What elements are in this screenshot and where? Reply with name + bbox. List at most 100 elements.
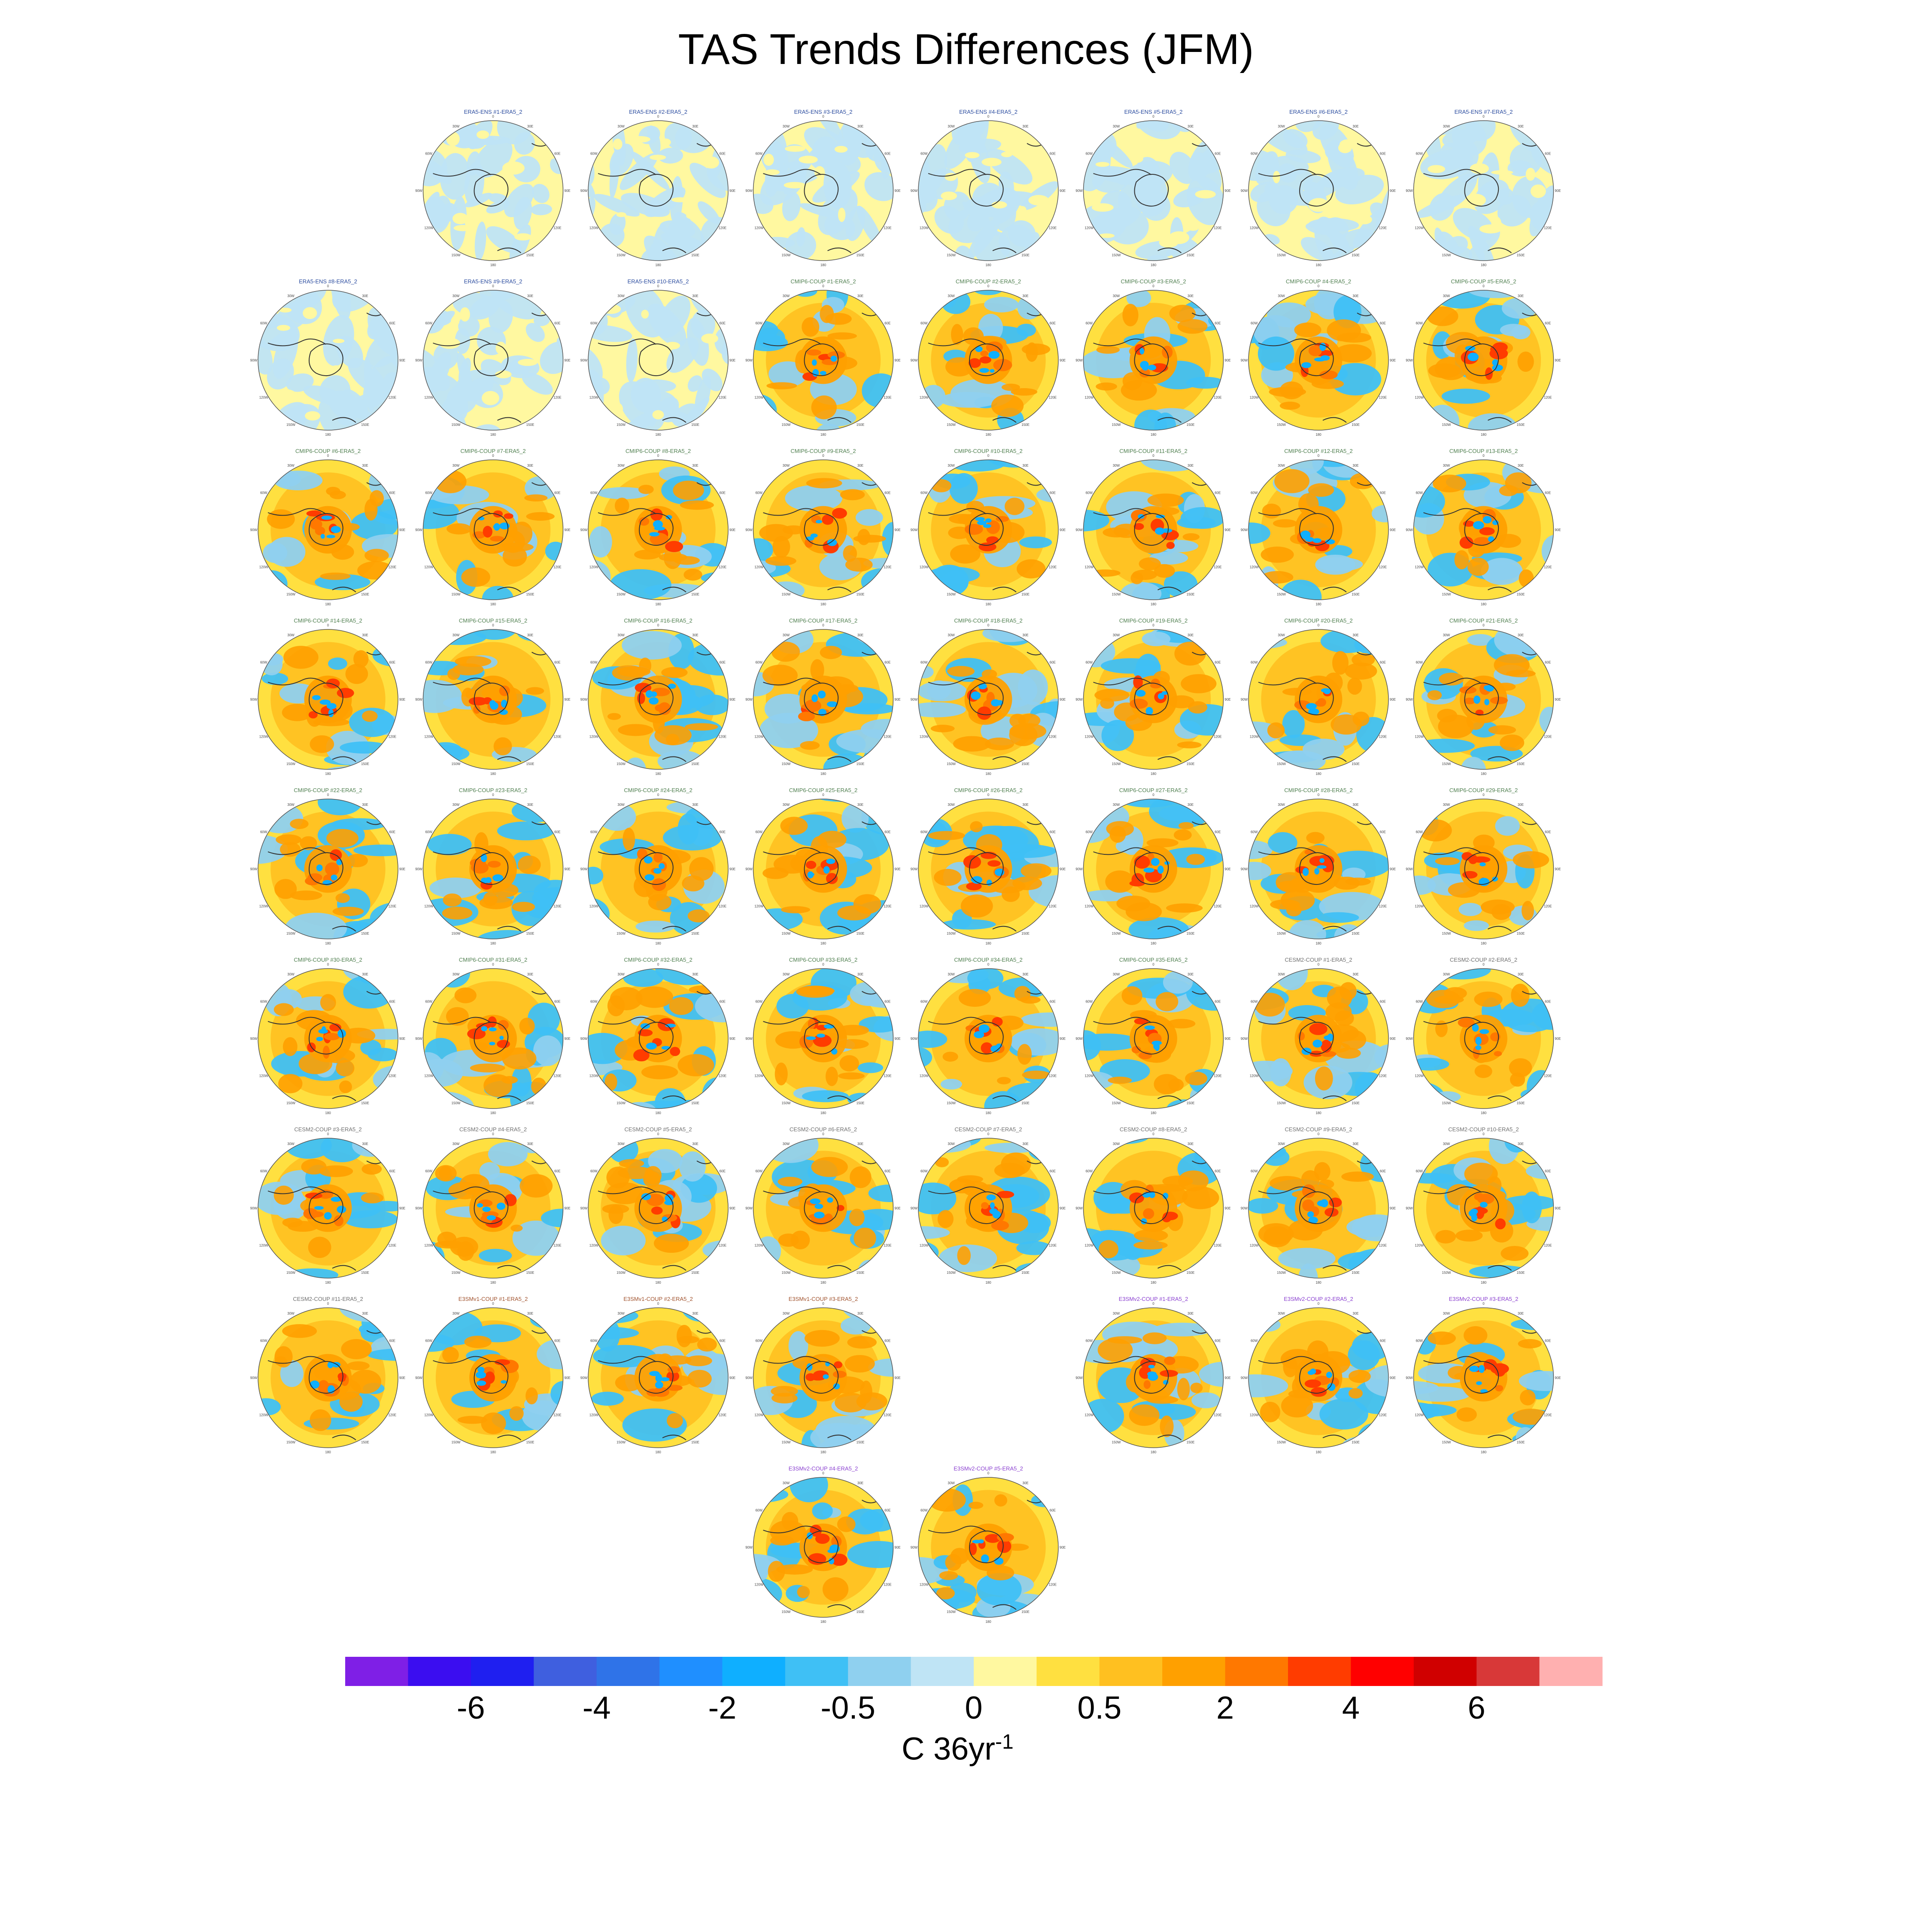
map-tick-label: 60W xyxy=(260,491,267,495)
map-tick-label: 90W xyxy=(1406,1206,1413,1210)
map-tick-label: 60E xyxy=(720,152,726,156)
map-tick-label: 60W xyxy=(260,661,267,665)
map-tick-label: 60E xyxy=(1380,1000,1386,1004)
map-tick-label: 0 xyxy=(1318,963,1320,966)
map-tick-label: 120W xyxy=(259,905,268,908)
map-tick-label: 60W xyxy=(920,830,928,834)
map-tick-label: 120W xyxy=(1415,735,1424,739)
map-tick-label: 60E xyxy=(1050,1000,1056,1004)
map-tick-label: 90E xyxy=(399,1206,405,1210)
map-tick-label: 150W xyxy=(617,1101,626,1105)
map-tick-label: 90W xyxy=(415,1376,422,1380)
map-tick-label: 30E xyxy=(692,972,698,976)
map-tick-label: 60E xyxy=(1215,661,1221,665)
map-tick-label: 30E xyxy=(1022,125,1028,128)
panel-title-era5-ens-3-era5-2: ERA5-ENS #3-ERA5_2 xyxy=(794,109,853,115)
map-tick-label: 120E xyxy=(884,735,892,739)
panel-title-cmip6-coup-12-era5-2: CMIP6-COUP #12-ERA5_2 xyxy=(1284,448,1353,454)
map-tick-label: 120E xyxy=(1048,735,1057,739)
map-tick-label: 0 xyxy=(1318,623,1320,627)
map-tick-label: 90E xyxy=(894,1037,900,1041)
map-tick-label: 60E xyxy=(1380,830,1386,834)
panel-title-era5-ens-1-era5-2: ERA5-ENS #1-ERA5_2 xyxy=(464,109,522,115)
map-tick-label: 150E xyxy=(361,592,369,596)
map-tick-label: 150W xyxy=(1442,423,1451,427)
map-panel-era5-ens-3-era5-2: 0 30E 60E 90E 120E 150E 180 150W 120W 90W 60W 30W xyxy=(745,115,900,267)
map-tick-label: 30W xyxy=(1443,464,1450,468)
map-tick-label: 60W xyxy=(755,1000,762,1004)
panel-title-cmip6-coup-19-era5-2: CMIP6-COUP #19-ERA5_2 xyxy=(1119,617,1188,624)
map-tick-label: 30E xyxy=(692,125,698,128)
map-tick-label: 60W xyxy=(590,661,598,665)
map-tick-label: 120W xyxy=(589,565,598,569)
map-tick-label: 30E xyxy=(857,1142,863,1146)
map-tick-label: 180 xyxy=(1315,1111,1321,1115)
map-tick-label: 150E xyxy=(1517,1440,1525,1444)
map-tick-label: 150W xyxy=(1277,253,1286,257)
map-tick-label: 90W xyxy=(1075,358,1083,362)
map-tick-label: 150W xyxy=(617,762,626,766)
map-tick-label: 180 xyxy=(1151,1111,1157,1115)
map-panel-cmip6-coup-27-era5-2: 0 30E 60E 90E 120E 150E 180 150W 120W 90W 60W 30W xyxy=(1075,793,1230,945)
map-tick-label: 30E xyxy=(1188,294,1194,298)
map-tick-label: 30W xyxy=(453,803,460,807)
panel-title-cesm2-coup-4-era5-2: CESM2-COUP #4-ERA5_2 xyxy=(459,1126,527,1133)
map-tick-label: 120W xyxy=(589,905,598,908)
map-tick-label: 120E xyxy=(1214,396,1222,400)
map-tick-label: 30W xyxy=(617,972,625,976)
map-tick-label: 150W xyxy=(1277,423,1286,427)
map-panel-cmip6-coup-21-era5-2: 0 30E 60E 90E 120E 150E 180 150W 120W 90W 60W 30W xyxy=(1406,623,1561,776)
map-tick-label: 150E xyxy=(691,1271,699,1275)
map-tick-label: 120E xyxy=(1048,1074,1057,1078)
map-tick-label: 90E xyxy=(1390,528,1396,532)
map-tick-label: 30W xyxy=(783,1142,790,1146)
map-panel-cmip6-coup-18-era5-2: 0 30E 60E 90E 120E 150E 180 150W 120W 90W 60W 30W xyxy=(911,623,1066,776)
map-tick-label: 120W xyxy=(424,1413,433,1417)
map-tick-label: 120W xyxy=(589,735,598,739)
map-tick-label: 60E xyxy=(1215,322,1221,325)
map-tick-label: 150E xyxy=(1021,1101,1030,1105)
map-tick-label: 120W xyxy=(1415,1244,1424,1248)
map-panel-cesm2-coup-5-era5-2: 0 30E 60E 90E 120E 150E 180 150W 120W 90W 60W 30W xyxy=(580,1132,735,1285)
map-tick-label: 90E xyxy=(399,528,405,532)
map-tick-label: 60W xyxy=(1251,830,1258,834)
map-tick-label: 150E xyxy=(1187,592,1195,596)
colorbar-units-exponent: -1 xyxy=(995,1731,1014,1753)
map-tick-label: 90W xyxy=(1406,528,1413,532)
map-tick-label: 150W xyxy=(452,253,461,257)
map-tick-label: 180 xyxy=(1481,1111,1487,1115)
map-tick-label: 150W xyxy=(947,762,956,766)
map-tick-label: 120W xyxy=(920,905,929,908)
map-tick-label: 30E xyxy=(1518,1142,1524,1146)
map-tick-label: 120E xyxy=(388,1413,396,1417)
map-tick-label: 30E xyxy=(1518,1312,1524,1315)
map-tick-label: 180 xyxy=(490,1281,496,1285)
map-tick-label: 120W xyxy=(1084,226,1094,230)
map-panel-cmip6-coup-20-era5-2: 0 30E 60E 90E 120E 150E 180 150W 120W 90W 60W 30W xyxy=(1241,623,1396,776)
panel-title-era5-ens-7-era5-2: ERA5-ENS #7-ERA5_2 xyxy=(1454,109,1513,115)
map-tick-label: 90W xyxy=(1406,358,1413,362)
map-tick-label: 150W xyxy=(1112,592,1121,596)
colorbar-tick-label: -0.5 xyxy=(820,1690,875,1725)
map-tick-label: 120E xyxy=(1214,226,1222,230)
map-tick-label: 90E xyxy=(564,1037,570,1041)
map-tick-label: 90W xyxy=(415,867,422,871)
map-tick-label: 180 xyxy=(1151,602,1157,606)
map-tick-label: 180 xyxy=(985,1281,991,1285)
map-panel-cmip6-coup-34-era5-2: 0 30E 60E 90E 120E 150E 180 150W 120W 90W 60W 30W xyxy=(911,963,1066,1115)
map-tick-label: 120E xyxy=(1544,735,1552,739)
panel-title-cesm2-coup-5-era5-2: CESM2-COUP #5-ERA5_2 xyxy=(624,1126,692,1133)
map-tick-label: 90E xyxy=(1390,1376,1396,1380)
map-tick-label: 30W xyxy=(1443,1312,1450,1315)
map-tick-label: 120E xyxy=(1379,1074,1387,1078)
map-tick-label: 30W xyxy=(783,972,790,976)
map-tick-label: 150W xyxy=(1277,762,1286,766)
panel-title-cmip6-coup-2-era5-2: CMIP6-COUP #2-ERA5_2 xyxy=(955,278,1021,285)
map-tick-label: 60E xyxy=(1050,830,1056,834)
map-tick-label: 30E xyxy=(362,803,368,807)
map-tick-label: 30W xyxy=(453,1142,460,1146)
panel-title-cmip6-coup-24-era5-2: CMIP6-COUP #24-ERA5_2 xyxy=(624,787,693,793)
map-tick-label: 30W xyxy=(1278,972,1285,976)
map-tick-label: 90W xyxy=(580,189,588,193)
map-tick-label: 180 xyxy=(1315,942,1321,945)
